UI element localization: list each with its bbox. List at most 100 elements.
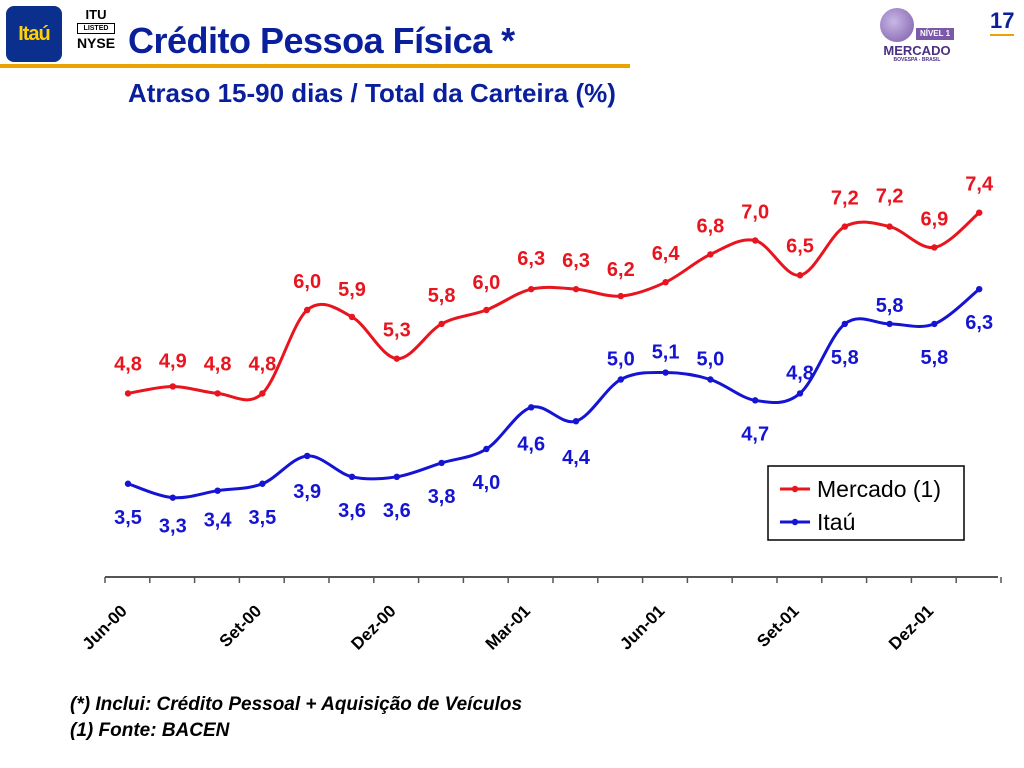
mercado-data-point xyxy=(304,306,311,314)
mercado-data-point xyxy=(796,272,804,279)
itau-data-point xyxy=(528,404,535,411)
mercado-level: NÍVEL 1 xyxy=(916,28,954,40)
x-tick-label: Mar-01 xyxy=(482,601,534,653)
mercado-data-point xyxy=(886,223,893,230)
itau-data-point xyxy=(572,418,580,425)
legend-swatch-marker xyxy=(791,518,799,526)
itau-data-label: 5,0 xyxy=(696,349,724,371)
itau-series-line xyxy=(127,287,981,500)
mercado-data-label: 7,2 xyxy=(876,186,904,208)
itau-data-point xyxy=(393,473,400,480)
itau-data-point xyxy=(931,320,938,328)
footnote-source: (1) Fonte: BACEN xyxy=(70,720,230,741)
itau-data-label: 5,8 xyxy=(920,347,948,369)
mercado-data-point xyxy=(214,390,221,397)
itau-data-point xyxy=(662,369,669,376)
mercado-data-label: 6,0 xyxy=(293,271,321,293)
mercado-data-point xyxy=(393,355,400,362)
mercado-data-label: 6,3 xyxy=(517,248,545,270)
itau-data-label: 4,6 xyxy=(517,433,545,455)
itau-data-label: 4,0 xyxy=(472,472,500,494)
itau-data-label: 5,0 xyxy=(607,349,635,371)
mercado-data-point xyxy=(169,383,176,390)
itau-data-label: 4,8 xyxy=(786,362,814,384)
globe-icon xyxy=(880,8,914,42)
itau-data-label: 5,8 xyxy=(876,295,904,317)
x-tick-label: Jun-00 xyxy=(79,601,131,653)
footnote-scope: (*) Inclui: Crédito Pessoal + Aquisição … xyxy=(70,694,523,715)
x-tick-label: Set-01 xyxy=(753,601,803,651)
mercado-data-label: 4,8 xyxy=(204,353,232,375)
mercado-data-label: 4,9 xyxy=(159,350,187,372)
page-subtitle: Atraso 15-90 dias / Total da Carteira (%… xyxy=(128,78,616,108)
mercado-data-label: 6,5 xyxy=(786,235,814,257)
mercado-exchange: BOVESPA - BRASIL xyxy=(893,57,941,63)
mercado-data-label: 4,8 xyxy=(114,353,142,375)
mercado-data-point xyxy=(483,306,490,314)
x-tick-label: Set-00 xyxy=(216,601,266,651)
itau-data-label: 3,6 xyxy=(338,500,366,522)
x-tick-label: Dez-00 xyxy=(347,601,399,653)
itau-data-label: 3,3 xyxy=(159,516,187,538)
itau-data-label: 5,1 xyxy=(652,342,680,364)
mercado-data-point xyxy=(348,313,356,321)
mercado-data-point xyxy=(259,390,266,397)
mercado-data-label: 5,8 xyxy=(428,285,456,307)
itau-data-point xyxy=(483,445,490,453)
footnotes: (*) Inclui: Crédito Pessoal + Aquisição … xyxy=(70,692,522,744)
itau-logo-text: Itaú xyxy=(18,22,51,45)
itau-data-point xyxy=(438,459,445,467)
mercado-data-label: 6,4 xyxy=(652,243,681,265)
itau-data-point xyxy=(976,285,983,293)
mercado-data-point xyxy=(707,251,714,258)
page-number: 17 xyxy=(990,8,1015,36)
mercado-name: MERCADO xyxy=(883,43,951,58)
itau-data-point xyxy=(259,480,266,487)
mercado-data-label: 6,2 xyxy=(607,259,635,281)
title-underline xyxy=(0,64,630,68)
nyse-listed-badge: ITU LISTED NYSE xyxy=(74,8,118,50)
mercado-data-label: 7,4 xyxy=(965,174,994,196)
mercado-data-point xyxy=(976,209,983,216)
itau-data-label: 4,4 xyxy=(562,447,591,469)
novo-mercado-logo: NÍVEL 1 MERCADO BOVESPA - BRASIL xyxy=(878,6,956,63)
mercado-data-point xyxy=(931,244,938,251)
mercado-data-label: 7,2 xyxy=(831,188,859,210)
itau-data-label: 3,8 xyxy=(428,486,456,508)
mercado-data-label: 6,3 xyxy=(562,250,590,272)
mercado-data-label: 5,9 xyxy=(338,279,366,301)
itau-data-point xyxy=(169,494,176,501)
itau-data-point xyxy=(124,480,132,487)
mercado-data-point xyxy=(528,285,535,293)
itau-data-point xyxy=(214,487,221,494)
legend-box xyxy=(767,465,965,541)
mercado-data-label: 7,0 xyxy=(741,202,769,224)
itau-data-point xyxy=(617,376,624,383)
itau-data-point xyxy=(707,376,714,383)
itau-data-label: 3,4 xyxy=(204,510,233,532)
itau-data-point xyxy=(752,397,759,404)
mercado-data-label: 5,3 xyxy=(383,320,411,342)
itau-data-point xyxy=(304,452,311,460)
itau-data-point xyxy=(886,320,893,328)
itau-data-label: 3,9 xyxy=(293,481,321,503)
mercado-data-point xyxy=(752,237,759,244)
mercado-data-label: 6,9 xyxy=(920,208,948,230)
itau-data-point xyxy=(796,390,804,397)
itau-data-label: 4,7 xyxy=(741,423,769,445)
legend-swatch-marker xyxy=(791,485,799,493)
itau-data-label: 6,3 xyxy=(965,312,993,334)
badge-line-exchange: NYSE xyxy=(76,35,116,51)
badge-line-listed: LISTED xyxy=(77,23,115,34)
itau-data-label: 5,8 xyxy=(831,347,859,369)
legend-entry-label: Itaú xyxy=(817,509,855,535)
x-tick-label: Dez-01 xyxy=(885,601,937,653)
mercado-data-label: 4,8 xyxy=(248,353,276,375)
itau-data-label: 3,5 xyxy=(114,507,142,529)
mercado-data-point xyxy=(841,223,848,230)
itau-data-point xyxy=(841,320,848,328)
badge-line-ticker: ITU xyxy=(85,7,107,22)
mercado-data-point xyxy=(124,390,132,397)
x-tick-label: Jun-01 xyxy=(616,601,668,653)
